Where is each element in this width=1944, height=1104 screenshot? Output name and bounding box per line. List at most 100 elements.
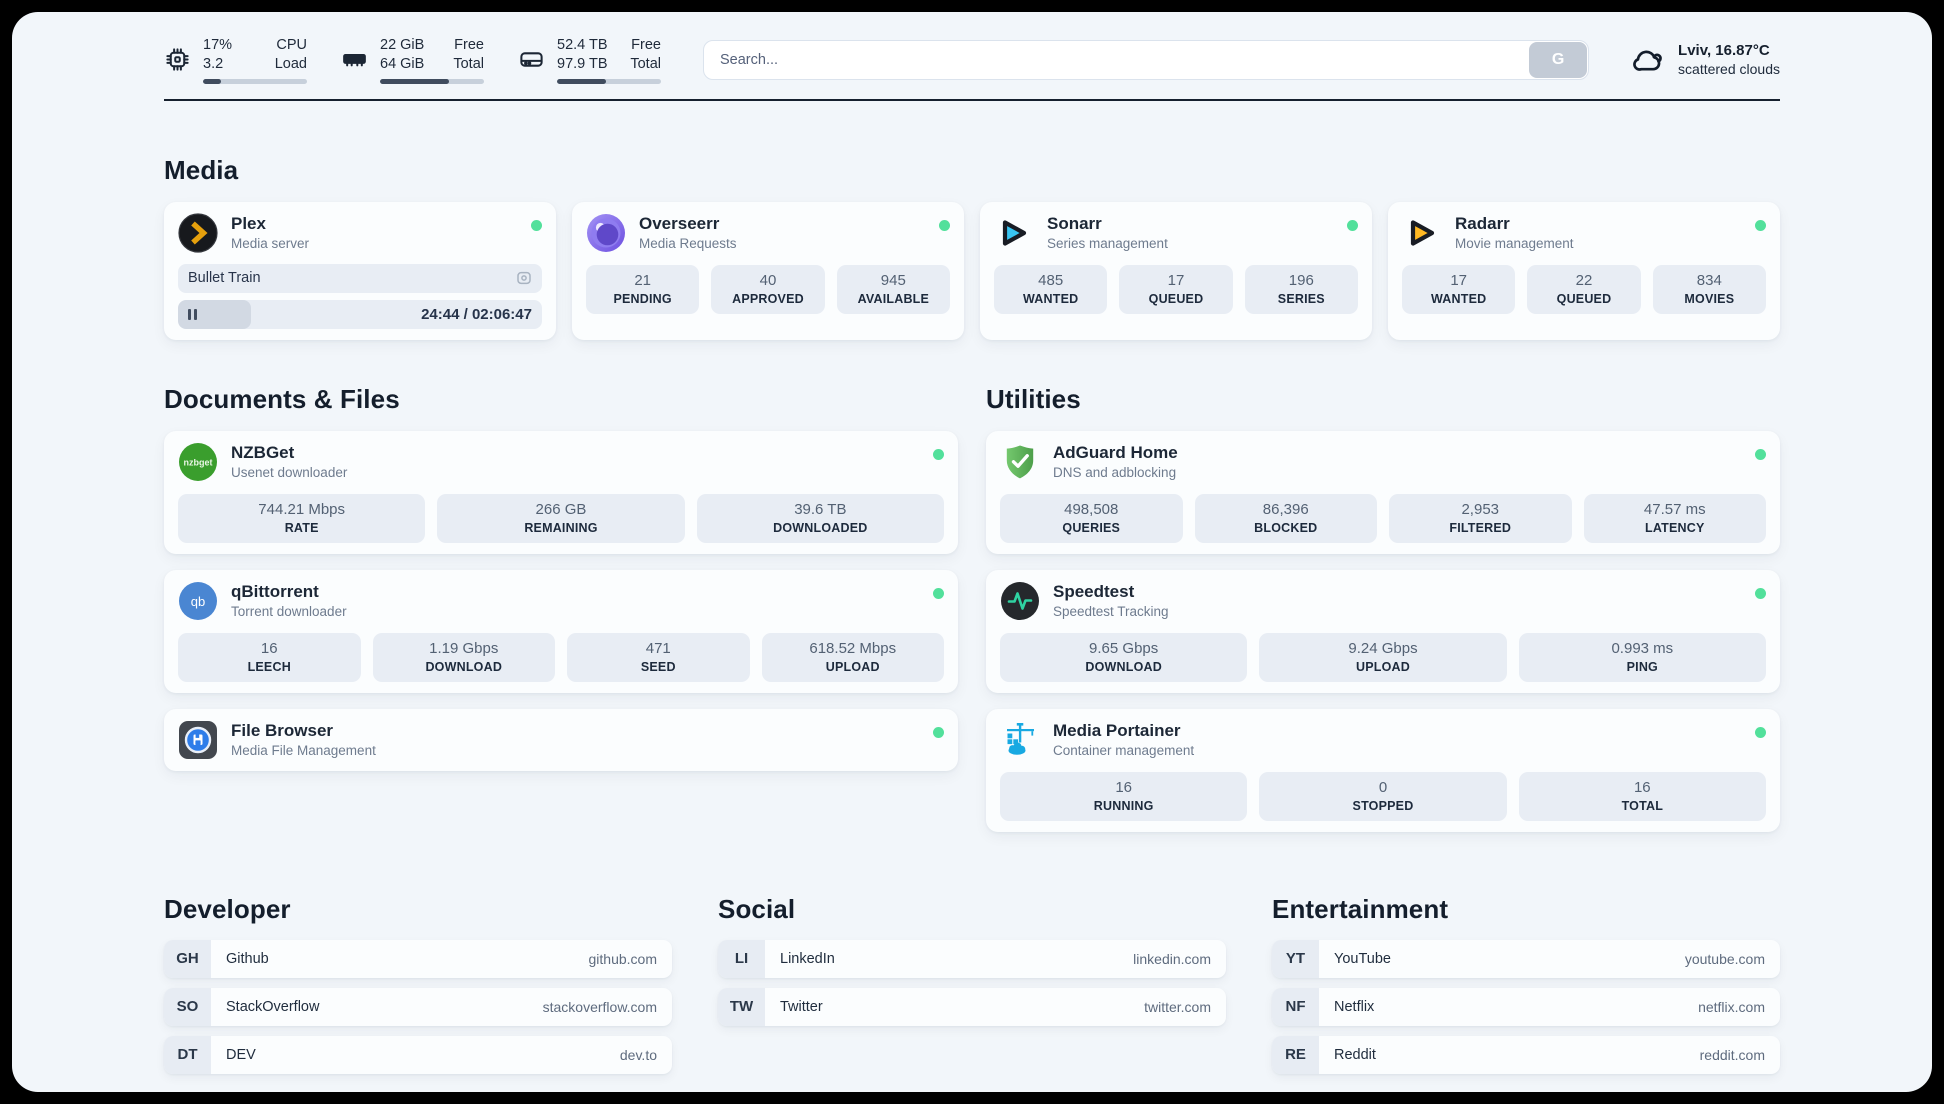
app-card-radarr[interactable]: Radarr Movie management 17 WANTED 22 QUEUE… (1388, 201, 1780, 340)
weather-location: Lviv, 16.87°C (1678, 42, 1770, 60)
disk-free-value: 52.4 TB (557, 37, 608, 53)
cpu-stat: 17% 3.2 CPU Load (164, 36, 307, 84)
disk-progressbar (557, 78, 661, 84)
stat-pill: 834 MOVIES (1652, 264, 1766, 314)
status-dot (1347, 219, 1358, 231)
bookmark-stackoverflow[interactable]: SO StackOverflow stackoverflow.com (164, 987, 672, 1026)
disk-total-value: 97.9 TB (557, 55, 608, 72)
section-title-entertainment: Entertainment (1272, 893, 1449, 924)
app-card-speedtest[interactable]: Speedtest Speedtest Tracking 9.65 Gbps DO… (986, 569, 1780, 693)
bookmark-url: stackoverflow.com (542, 998, 657, 1015)
status-dot (933, 587, 944, 599)
bookmark-abbr: RE (1272, 1035, 1319, 1074)
svg-text:qb: qb (191, 594, 205, 609)
bookmark-name: Twitter (780, 998, 823, 1015)
section-title-social: Social (718, 893, 796, 924)
app-name: Media Portainer (1053, 721, 1181, 741)
app-card-overseerr[interactable]: Overseerr Media Requests 21 PENDING 40 APP… (572, 201, 964, 340)
app-name: Speedtest (1053, 582, 1135, 602)
bookmark-url: linkedin.com (1133, 950, 1211, 967)
stat-pill: 40 APPROVED (711, 264, 825, 314)
bookmark-abbr: SO (164, 987, 211, 1026)
cpu-label: CPU (276, 37, 307, 53)
app-card-portainer[interactable]: Media Portainer Container management 16 R… (986, 708, 1780, 832)
system-stats: 17% 3.2 CPU Load (164, 36, 661, 84)
section-title-developer: Developer (164, 893, 291, 924)
app-name: qBittorrent (231, 582, 319, 602)
status-dot (1755, 448, 1766, 460)
stat-pill: 618.52 Mbps UPLOAD (761, 632, 944, 682)
stat-pill: 1.19 Gbps DOWNLOAD (372, 632, 555, 682)
stat-pill: 9.24 Gbps UPLOAD (1259, 632, 1507, 682)
stat-pill: 498,508 QUERIES (1000, 493, 1183, 543)
now-playing-title: Bullet Train (188, 270, 261, 287)
app-card-sonarr[interactable]: Sonarr Series management 485 WANTED 17 QUE… (980, 201, 1372, 340)
stat-pill: 196 SERIES (1244, 264, 1358, 314)
disk-stat: 52.4 TB 97.9 TB Free Total (518, 36, 661, 84)
bookmark-reddit[interactable]: RE Reddit reddit.com (1272, 1035, 1780, 1074)
ram-icon (341, 46, 368, 73)
section-title-documents: Documents & Files (164, 383, 400, 414)
cpu-percent: 17% (203, 37, 233, 53)
bookmark-abbr: NF (1272, 987, 1319, 1026)
stat-pill: 47.57 ms LATENCY (1583, 493, 1766, 543)
portainer-icon (1000, 720, 1040, 760)
bookmark-twitter[interactable]: TW Twitter twitter.com (718, 987, 1226, 1026)
app-desc: Movie management (1455, 236, 1574, 252)
bookmark-dev[interactable]: DT DEV dev.to (164, 1035, 672, 1074)
media-cards-row: Plex Media server Bullet Train 24:44 / 0 (164, 201, 1780, 340)
playback-progress-row: 24:44 / 02:06:47 (178, 299, 542, 329)
stat-pill: 17 QUEUED (1119, 264, 1233, 314)
status-dot (531, 219, 542, 231)
status-dot (939, 219, 950, 231)
weather-condition: scattered clouds (1678, 61, 1780, 78)
app-card-qbittorrent[interactable]: qb qBittorrent Torrent downloader 16 LEEC… (164, 569, 958, 693)
stat-pill: 17 WANTED (1402, 264, 1516, 314)
bookmark-name: StackOverflow (226, 998, 320, 1015)
filebrowser-icon (178, 720, 218, 760)
bookmark-linkedin[interactable]: LI LinkedIn linkedin.com (718, 939, 1226, 978)
status-dot (1755, 219, 1766, 231)
app-name: Radarr (1455, 214, 1510, 234)
stat-pill: 22 QUEUED (1527, 264, 1641, 314)
status-dot (1755, 726, 1766, 738)
cpu-progressbar (203, 78, 307, 84)
stat-pill: 2,953 FILTERED (1389, 493, 1572, 543)
status-dot (1755, 587, 1766, 599)
app-card-plex[interactable]: Plex Media server Bullet Train 24:44 / 0 (164, 201, 556, 340)
overseerr-icon (586, 213, 626, 253)
search-engine-button[interactable]: G (1529, 41, 1588, 78)
bookmark-github[interactable]: GH Github github.com (164, 939, 672, 978)
header-divider (164, 98, 1780, 101)
memory-stat: 22 GiB 64 GiB Free Total (341, 36, 484, 84)
stat-pill: 16 RUNNING (1000, 771, 1248, 821)
bookmark-group-developer: Developer GH Github github.com SO StackO… (164, 894, 672, 1074)
bookmark-name: DEV (226, 1046, 256, 1063)
stat-pill: 0 STOPPED (1259, 771, 1507, 821)
bookmark-name: YouTube (1334, 950, 1391, 967)
bookmark-url: reddit.com (1699, 1046, 1765, 1063)
bookmark-netflix[interactable]: NF Netflix netflix.com (1272, 987, 1780, 1026)
app-card-adguard[interactable]: AdGuard Home DNS and adblocking 498,508 Q… (986, 430, 1780, 554)
bookmark-abbr: TW (718, 987, 765, 1026)
top-bar: 17% 3.2 CPU Load (164, 36, 1780, 84)
bookmark-url: netflix.com (1698, 998, 1765, 1015)
app-card-filebrowser[interactable]: File Browser Media File Management (164, 708, 958, 771)
pause-icon (188, 308, 197, 320)
cloud-icon (1631, 43, 1665, 77)
cpu-icon (164, 46, 191, 73)
ram-free-label: Free (454, 37, 484, 53)
now-playing-row: Bullet Train (178, 263, 542, 293)
bookmark-url: github.com (588, 950, 657, 967)
search-input[interactable] (703, 39, 1590, 80)
disk-icon (518, 46, 545, 73)
app-card-nzbget[interactable]: nzbget NZBGet Usenet downloader 744.21 M… (164, 430, 958, 554)
bookmark-youtube[interactable]: YT YouTube youtube.com (1272, 939, 1780, 978)
disk-total-label: Total (630, 55, 661, 72)
weather-widget[interactable]: Lviv, 16.87°C scattered clouds (1631, 42, 1780, 77)
stat-pill: 744.21 Mbps RATE (178, 493, 426, 543)
nzbget-icon: nzbget (178, 442, 218, 482)
screen-icon (517, 272, 531, 285)
app-desc: DNS and adblocking (1053, 465, 1177, 481)
disk-free-label: Free (631, 37, 661, 53)
